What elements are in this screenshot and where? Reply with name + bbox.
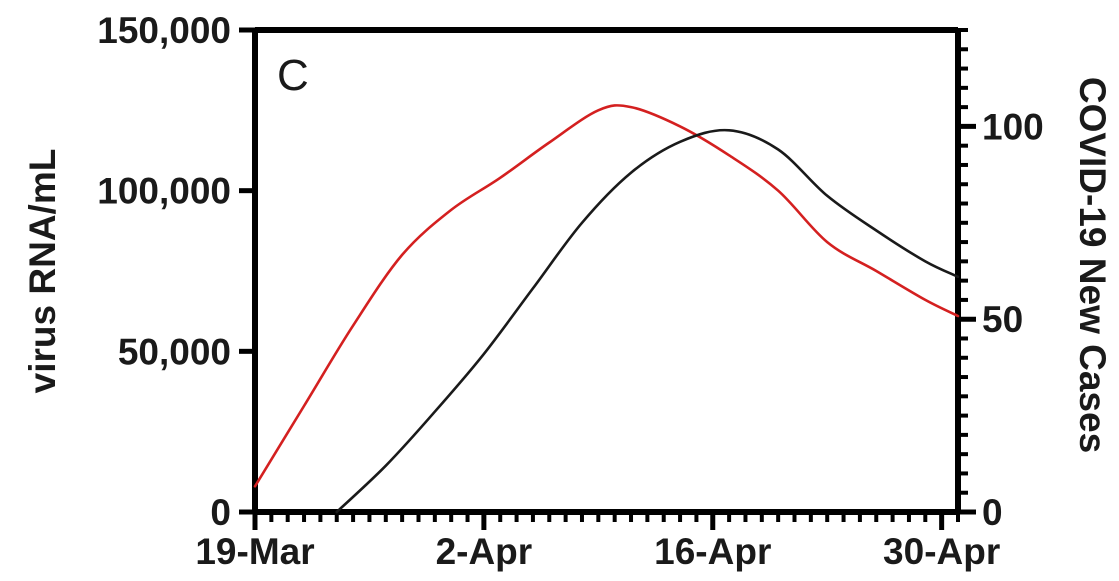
x-axis-ticks: 19-Mar 2-Apr 16-Apr 30-Apr — [195, 512, 1000, 572]
y-tick-label: 150,000 — [97, 10, 231, 51]
y2-tick-label: 50 — [982, 299, 1023, 340]
y-tick-label: 0 — [210, 492, 231, 533]
y2-axis-title: COVID-19 New Cases — [1072, 77, 1113, 453]
y-axis-ticks: 0 50,000 100,000 150,000 — [97, 10, 255, 533]
series-layer — [253, 104, 960, 514]
new-cases-line — [335, 128, 960, 514]
y2-tick-label: 100 — [982, 106, 1044, 147]
panel-label: C — [277, 51, 309, 100]
y-tick-label: 50,000 — [118, 331, 231, 372]
x-tick-label: 2-Apr — [436, 531, 533, 572]
x-tick-label: 19-Mar — [195, 531, 314, 572]
y2-tick-label: 0 — [982, 492, 1003, 533]
y-tick-label: 100,000 — [97, 171, 231, 212]
x-tick-label: 30-Apr — [883, 531, 1000, 572]
plot-frame — [252, 27, 961, 515]
virus-rna-line — [253, 104, 960, 488]
x-tick-label: 16-Apr — [654, 531, 771, 572]
y2-axis-ticks: 0 50 100 — [958, 28, 1044, 533]
y-axis-title: virus RNA/mL — [22, 149, 63, 394]
